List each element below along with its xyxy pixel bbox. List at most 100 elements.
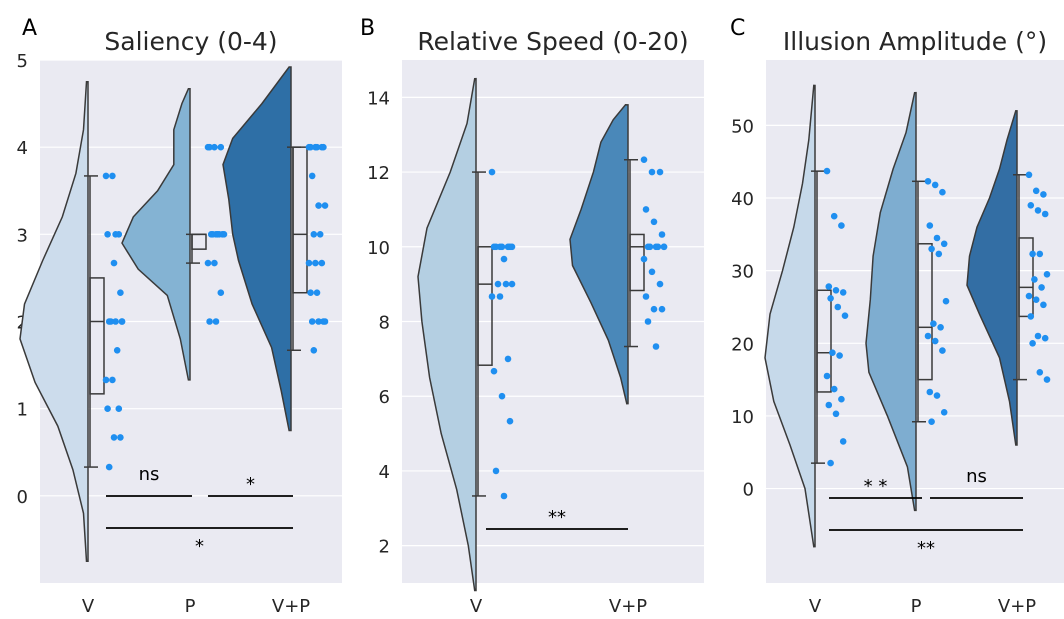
data-point [1027,313,1035,320]
data-point [494,280,502,288]
box [89,277,105,395]
data-point [112,318,119,325]
data-point [658,305,666,313]
data-point [321,318,329,325]
data-point [644,318,652,325]
data-point [933,392,941,399]
data-point [832,410,840,418]
data-point [113,347,121,354]
y-tick-label: 5 [17,51,28,72]
data-point [830,212,838,220]
x-tick-label: V+P [609,596,647,617]
data-point [1043,271,1051,278]
data-point [500,255,508,263]
data-point [1032,187,1040,195]
data-point [1034,207,1042,214]
data-point [926,222,934,229]
data-point [940,240,948,248]
y-tick-label: 0 [743,480,754,501]
data-point [318,259,326,267]
x-tick-label: P [185,596,196,617]
violin-vpp [222,66,292,432]
data-point [836,352,843,359]
x-tick-label: V+P [998,596,1036,617]
data-point [928,418,935,426]
data-point [105,463,113,471]
panel-letter: B [360,16,375,41]
data-point [924,332,932,340]
data-point [312,259,319,267]
data-point [110,434,118,441]
data-point [939,188,946,196]
data-point [933,234,941,242]
data-point [321,202,329,209]
data-point [492,243,500,251]
data-point [1025,171,1033,179]
data-point [488,168,496,176]
significance-label: ** [548,507,566,528]
data-point [656,280,664,288]
data-point [832,287,840,294]
violin-v [417,77,477,592]
data-point [939,347,946,354]
data-point [937,324,944,331]
x-tick-label: V [82,596,95,617]
data-point [1040,301,1047,309]
data-point [1029,340,1036,347]
data-point [209,231,217,238]
data-point [660,243,668,251]
data-point [838,395,845,403]
data-point [307,289,314,297]
data-point [930,320,937,328]
data-point [112,231,119,238]
data-point [107,318,115,325]
data-point [1041,334,1049,342]
chart-title: Illusion Amplitude (°) [783,27,1047,56]
y-tick-label: 14 [367,88,390,109]
y-tick-label: 30 [731,262,754,283]
data-point [204,259,212,267]
x-tick-label: V [470,596,483,617]
data-point [110,259,118,267]
data-point [654,243,662,251]
y-tick-label: 12 [367,163,390,184]
box [629,233,645,292]
data-point [206,318,213,325]
data-point [104,231,111,238]
data-point [316,231,324,238]
data-point [839,289,847,296]
data-point [496,293,504,300]
y-tick-label: 4 [379,462,390,483]
data-point [652,343,660,350]
y-tick-label: 10 [367,238,390,259]
data-point [648,168,656,176]
y-tick-label: 0 [17,487,28,508]
data-point [823,167,831,175]
data-point [308,318,316,325]
data-point [115,405,123,413]
data-point [656,168,664,176]
data-point [827,459,834,467]
data-point [1040,191,1047,198]
significance-label: ns [966,466,987,487]
chart-title: Saliency (0-4) [104,27,277,56]
data-point [1038,284,1045,291]
data-point [305,259,313,267]
data-point [839,438,847,445]
chart-title: Relative Speed (0-20) [417,27,688,56]
box [477,246,493,366]
panel-letter: A [22,16,37,41]
data-point [928,245,935,253]
data-point [117,289,124,297]
data-point [217,289,225,297]
panel-a: 012345ASaliency (0-4)VPV+Pns** [17,16,342,617]
data-point [1036,369,1044,376]
data-point [315,318,322,325]
significance-label: ** [917,538,935,559]
data-point [646,243,654,251]
panel-letter: C [730,16,745,41]
data-point [215,231,223,238]
data-point [642,206,650,213]
data-point [926,388,934,396]
